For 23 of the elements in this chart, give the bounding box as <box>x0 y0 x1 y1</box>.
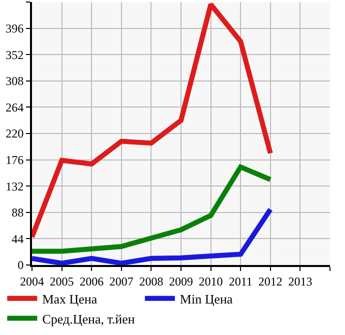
y-tick-label: 88 <box>12 206 24 220</box>
x-tick-label: 2004 <box>20 274 44 288</box>
y-tick-label: 0 <box>18 258 24 272</box>
x-tick-label: 2007 <box>109 274 134 288</box>
x-tick-label: 2009 <box>169 274 193 288</box>
x-tick-label: 2005 <box>50 274 74 288</box>
x-tick-label: 2012 <box>258 274 282 288</box>
legend-label: Min Цена <box>180 291 233 306</box>
y-tick-label: 220 <box>6 126 24 141</box>
x-tick-label: 2011 <box>228 274 252 288</box>
y-tick-label: 396 <box>6 22 24 36</box>
y-tick-label: 308 <box>6 74 24 88</box>
x-tick-label: 2013 <box>288 274 312 288</box>
x-tick-label: 2006 <box>80 274 104 288</box>
y-tick-label: 176 <box>6 153 24 167</box>
x-tick-label: 2008 <box>139 274 164 288</box>
y-tick-label: 44 <box>12 232 24 246</box>
y-tick-label: 132 <box>6 179 24 194</box>
legend-label: Max Цена <box>42 291 98 306</box>
y-tick-label: 352 <box>6 48 24 62</box>
y-tick-label: 264 <box>6 100 24 114</box>
x-tick-label: 2010 <box>198 274 223 288</box>
legend-label: Сред.Цена, т.йен <box>42 311 135 326</box>
